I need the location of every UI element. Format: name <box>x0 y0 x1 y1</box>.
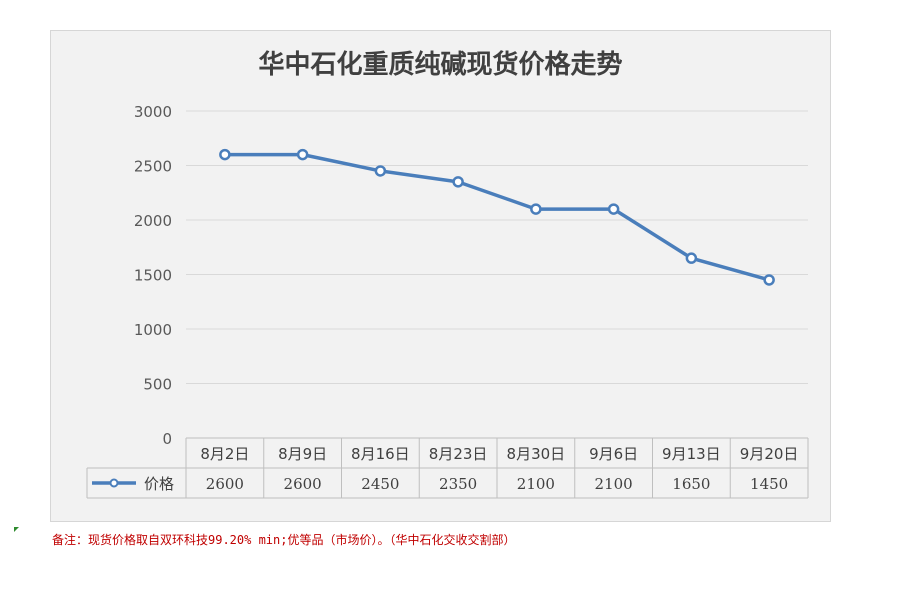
corner-mark-icon <box>14 527 19 532</box>
x-tick-label: 8月30日 <box>507 445 566 463</box>
footnote: 备注：现货价格取自双环科技99.20% min;优等品（市场价）。（华中石化交收… <box>52 533 516 547</box>
data-table-value: 2350 <box>439 475 477 493</box>
data-point <box>530 203 542 215</box>
data-point <box>219 148 231 161</box>
chart-title: 华中石化重质纯碱现货价格走势 <box>258 50 623 80</box>
data-point <box>296 148 309 161</box>
y-tick-label: 2500 <box>134 158 172 176</box>
data-table-value: 2450 <box>361 475 399 493</box>
y-tick-label: 1000 <box>134 321 172 339</box>
data-table-value: 2100 <box>595 475 633 493</box>
legend-label: 价格 <box>144 475 174 493</box>
x-tick-label: 8月16日 <box>351 445 410 463</box>
data-point <box>374 165 387 177</box>
y-tick-label: 3000 <box>134 103 172 121</box>
series-line <box>223 152 771 282</box>
legend-marker <box>109 478 119 488</box>
x-tick-label: 9月20日 <box>740 445 799 463</box>
x-tick-label: 8月2日 <box>200 445 249 463</box>
x-tick-label: 9月13日 <box>662 445 721 463</box>
data-point <box>607 203 620 215</box>
x-tick-label: 8月9日 <box>278 445 327 463</box>
y-tick-label: 0 <box>162 430 172 448</box>
data-table-value: 2600 <box>206 475 244 493</box>
y-tick-label: 1500 <box>134 267 172 285</box>
data-table-value: 1450 <box>750 475 788 493</box>
chart-frame <box>50 30 831 522</box>
y-tick-label: 2000 <box>134 212 172 230</box>
x-tick-label: 8月23日 <box>429 445 488 463</box>
y-tick-label: 500 <box>143 376 172 394</box>
x-tick-label: 9月6日 <box>589 445 638 463</box>
data-table-value: 2100 <box>517 475 555 493</box>
data-point <box>685 252 698 264</box>
data-table-value: 2600 <box>284 475 322 493</box>
data-table-value: 1650 <box>672 475 710 493</box>
data-point <box>763 274 775 286</box>
data-point <box>452 176 464 188</box>
